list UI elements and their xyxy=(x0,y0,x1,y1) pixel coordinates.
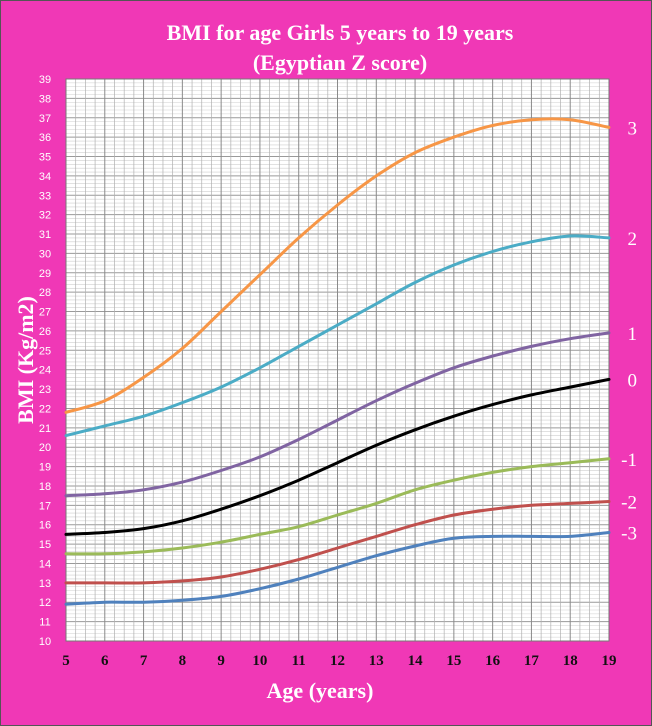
y-tick-label: 36 xyxy=(39,132,51,144)
x-tick-label: 14 xyxy=(408,653,424,669)
x-tick-label: 10 xyxy=(252,653,267,669)
y-tick-label: 29 xyxy=(39,268,51,280)
y-tick-label: 30 xyxy=(39,248,51,260)
x-tick-label: 6 xyxy=(101,653,109,669)
x-tick-label: 19 xyxy=(602,653,617,669)
y-tick-label: 25 xyxy=(39,345,51,357)
y-tick-label: 16 xyxy=(39,520,51,532)
z-score-label: -3 xyxy=(621,523,637,544)
x-tick-label: 13 xyxy=(369,653,384,669)
y-tick-label: 10 xyxy=(39,636,51,648)
y-tick-labels: 10 11 12 13 14 15 16 17 18 19 20 21 22 23 24 25 26 27 28 29… xyxy=(39,74,51,648)
y-tick-label: 21 xyxy=(39,423,51,435)
series-line-z3 xyxy=(64,117,611,414)
z-score-label: 3 xyxy=(628,118,638,139)
y-tick-label: 14 xyxy=(39,558,51,570)
plot-border xyxy=(65,78,610,642)
y-tick-label: 17 xyxy=(39,500,51,512)
series-line-z-3 xyxy=(64,531,611,606)
x-tick-label: 5 xyxy=(62,653,70,669)
x-tick-label: 9 xyxy=(217,653,225,669)
y-tick-label: 27 xyxy=(39,307,51,319)
x-tick-label: 17 xyxy=(524,653,540,669)
y-tick-label: 23 xyxy=(39,384,51,396)
z-score-label: 1 xyxy=(628,324,638,345)
y-tick-label: 11 xyxy=(39,617,50,629)
series-line-z2 xyxy=(64,234,611,438)
y-tick-label: 38 xyxy=(39,93,51,105)
z-score-label: -2 xyxy=(621,492,637,513)
y-tick-label: 19 xyxy=(39,462,51,474)
y-tick-label: 35 xyxy=(39,152,51,164)
series-lines xyxy=(64,117,611,606)
x-tick-label: 16 xyxy=(485,653,501,669)
y-tick-label: 13 xyxy=(39,578,51,590)
y-tick-label: 28 xyxy=(39,287,51,299)
x-tick-label: 18 xyxy=(563,653,578,669)
series-line-z1 xyxy=(64,331,611,498)
z-score-label: 2 xyxy=(628,229,638,250)
y-tick-label: 15 xyxy=(39,539,51,551)
y-tick-label: 32 xyxy=(39,210,51,222)
y-tick-label: 26 xyxy=(39,326,51,338)
series-line-z-2 xyxy=(64,500,611,585)
y-tick-label: 39 xyxy=(39,74,51,86)
y-axis-label: BMI (Kg/m2) xyxy=(13,296,38,424)
x-tick-label: 7 xyxy=(140,653,148,669)
y-tick-label: 18 xyxy=(39,481,51,493)
x-tick-label: 15 xyxy=(446,653,461,669)
x-tick-label: 12 xyxy=(330,653,345,669)
y-tick-label: 33 xyxy=(39,190,51,202)
x-tick-label: 8 xyxy=(179,653,187,669)
x-tick-label: 11 xyxy=(292,653,306,669)
y-tick-label: 34 xyxy=(39,171,51,183)
chart-subtitle: (Egyptian Z score) xyxy=(253,50,427,75)
z-score-label: 0 xyxy=(628,370,638,391)
x-axis-label: Age (years) xyxy=(267,678,374,703)
y-tick-label: 37 xyxy=(39,113,51,125)
y-tick-label: 12 xyxy=(39,597,51,609)
y-tick-label: 20 xyxy=(39,442,51,454)
x-tick-labels: 5 6 7 8 9 10 11 12 13 14 15 16 17 18 19 xyxy=(62,653,616,669)
y-tick-label: 22 xyxy=(39,403,51,415)
y-tick-label: 31 xyxy=(39,229,51,241)
z-score-labels: 3 2 1 0 -1 -2 -3 xyxy=(621,118,637,544)
y-tick-label: 24 xyxy=(39,365,51,377)
z-score-label: -1 xyxy=(621,450,637,471)
series-line-z0 xyxy=(64,377,611,536)
chart-title: BMI for age Girls 5 years to 19 years xyxy=(167,20,514,45)
grid xyxy=(65,78,610,642)
series-line-z-1 xyxy=(64,457,611,556)
